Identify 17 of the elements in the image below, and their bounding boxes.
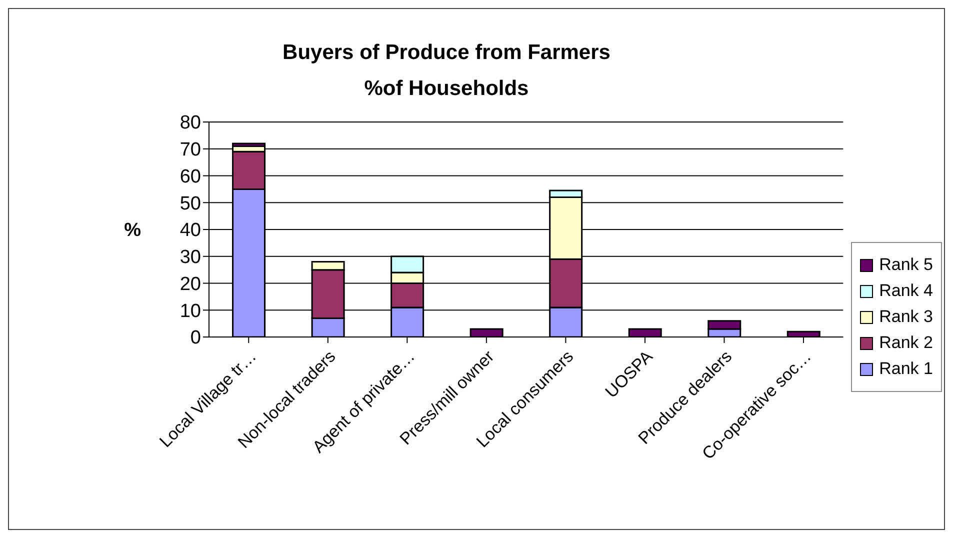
y-tick-label: 30 bbox=[180, 247, 201, 268]
y-tick-label: 10 bbox=[180, 300, 201, 322]
y-tick-label: 50 bbox=[180, 193, 201, 214]
legend-label: Rank 1 bbox=[879, 359, 933, 379]
y-tick-label: 0 bbox=[190, 328, 201, 349]
y-tick-label: 60 bbox=[180, 166, 201, 188]
legend-label: Rank 2 bbox=[879, 333, 933, 353]
chart-subtitle: %of Households bbox=[363, 76, 530, 102]
legend-label: Rank 3 bbox=[879, 307, 933, 327]
y-axis-title: % bbox=[124, 220, 142, 242]
y-tick-label: 20 bbox=[180, 274, 201, 295]
y-tick-label: 40 bbox=[180, 220, 201, 242]
chart-title: Buyers of Produce from Farmers bbox=[282, 40, 612, 66]
y-tick-label: 70 bbox=[180, 140, 201, 161]
legend-label: Rank 5 bbox=[879, 255, 933, 275]
legend-label: Rank 4 bbox=[879, 281, 933, 301]
y-tick-label: 80 bbox=[180, 112, 201, 134]
